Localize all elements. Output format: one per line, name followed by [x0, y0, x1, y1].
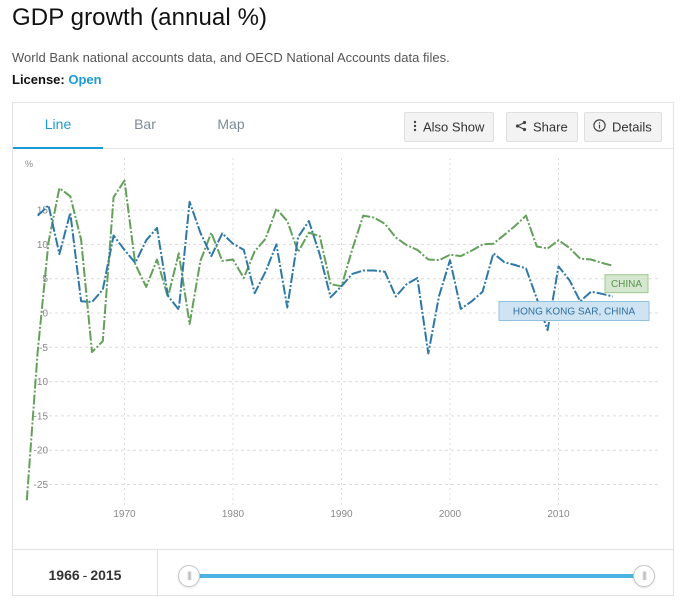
chart-tabs: Line Bar Map Also Show Share Details	[13, 103, 673, 149]
hong-kong-label-text: HONG KONG SAR, CHINA	[513, 307, 636, 318]
china-series-label: CHINA	[604, 274, 649, 294]
y-tick-label: -10	[34, 377, 49, 388]
range-end: 2015	[90, 567, 122, 583]
y-tick-label: -20	[34, 446, 49, 457]
y-tick-label: 10	[37, 240, 49, 251]
source-note: World Bank national accounts data, and O…	[12, 50, 450, 65]
range-separator: -	[82, 567, 88, 583]
range-end-handle[interactable]: |||	[633, 565, 655, 587]
share-button[interactable]: Share	[506, 112, 578, 142]
hong-kong-series-line	[37, 200, 614, 355]
x-tick-label: 1970	[113, 509, 136, 520]
tab-line[interactable]: Line	[13, 103, 103, 149]
china-label-text: CHINA	[611, 279, 642, 290]
year-range-slider[interactable]: ||| |||	[178, 565, 655, 587]
also-show-button[interactable]: Also Show	[404, 112, 495, 142]
range-start-handle[interactable]: |||	[178, 565, 200, 587]
chart-panel: Line Bar Map Also Show Share Details % 15…	[12, 102, 674, 597]
x-tick-label: 1980	[222, 509, 245, 520]
x-tick-label: 2010	[547, 509, 570, 520]
slider-fill	[188, 574, 645, 578]
tab-bar[interactable]: Bar	[134, 116, 156, 132]
y-tick-label: -15	[34, 411, 49, 422]
y-tick-label: -25	[34, 480, 49, 491]
china-series-line	[25, 179, 614, 501]
license-row: License: Open	[12, 72, 102, 87]
range-bar: 1966-2015 ||| |||	[13, 549, 673, 597]
license-label: License:	[12, 72, 65, 87]
year-range-display: 1966-2015	[13, 550, 158, 597]
x-tick-label: 1990	[330, 509, 353, 520]
hong-kong-label-box	[498, 301, 650, 322]
range-start: 1966	[48, 567, 80, 583]
hong-kong-series-label: HONG KONG SAR, CHINA	[498, 301, 650, 322]
info-circle-icon	[593, 114, 606, 142]
y-tick-label: 0	[42, 309, 48, 320]
share-icon	[515, 114, 527, 142]
tab-map[interactable]: Map	[217, 116, 245, 132]
china-label-box	[604, 274, 649, 294]
share-label: Share	[533, 119, 568, 135]
page-title: GDP growth (annual %)	[12, 4, 268, 31]
details-button[interactable]: Details	[584, 112, 662, 142]
y-axis-unit-label: %	[25, 159, 33, 169]
vertical-ellipsis-icon	[413, 114, 417, 142]
x-tick-label: 2000	[439, 509, 462, 520]
license-link[interactable]: Open	[68, 72, 102, 87]
y-tick-label: -5	[39, 343, 48, 354]
also-show-label: Also Show	[423, 119, 485, 135]
details-label: Details	[612, 119, 652, 135]
